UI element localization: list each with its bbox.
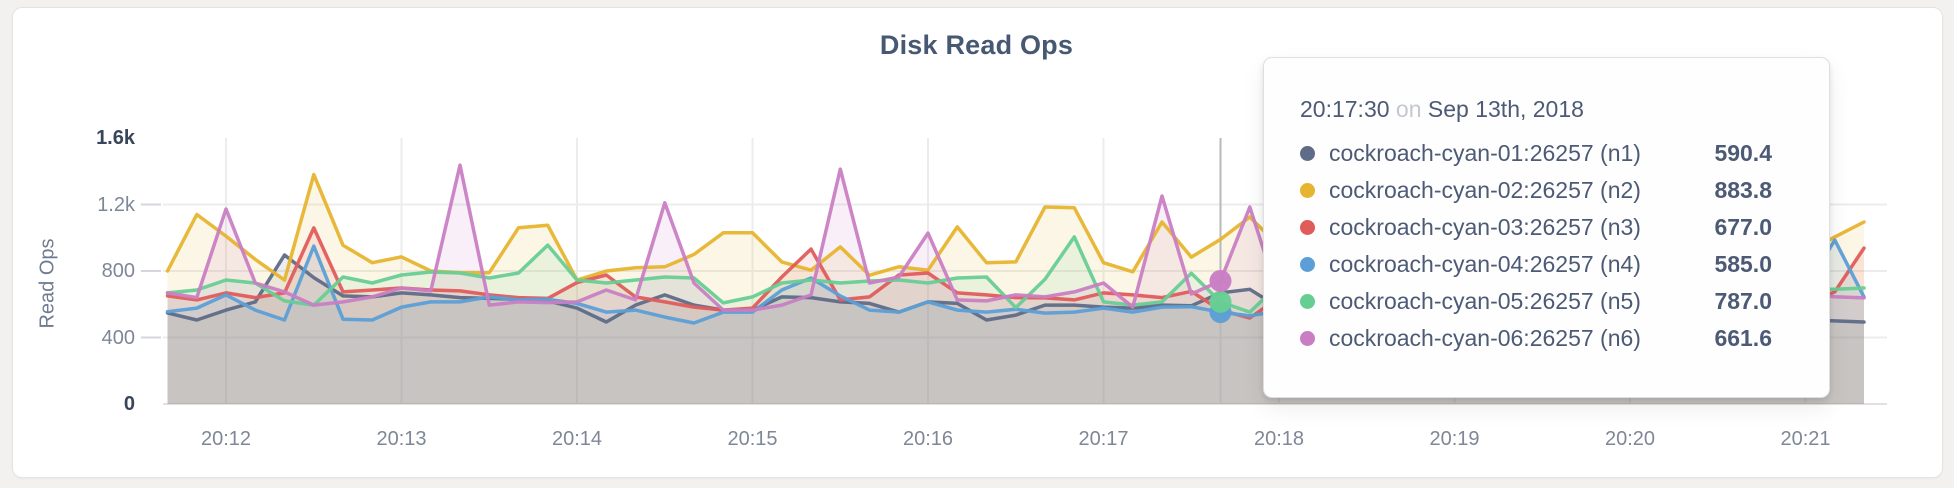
hover-dot-n6: [1209, 269, 1232, 292]
tooltip-row: cockroach-cyan-06:26257 (n6) 661.6: [1300, 320, 1772, 357]
series-dot-icon: [1300, 220, 1315, 235]
series-name: cockroach-cyan-05:26257 (n5): [1329, 288, 1641, 314]
y-tick-label: 1.6k: [96, 127, 135, 149]
y-tick-label: 800: [101, 260, 135, 282]
series-value: 883.8: [1714, 177, 1772, 203]
tooltip-time: 20:17:30: [1300, 96, 1390, 122]
y-tick-label: 0: [123, 393, 135, 415]
x-tick-label: 20:16: [902, 428, 954, 450]
tooltip-row: cockroach-cyan-03:26257 (n3) 677.0: [1300, 209, 1772, 246]
x-tick-label: 20:13: [376, 428, 427, 450]
y-tick-label: 400: [101, 326, 135, 349]
x-tick-label: 20:15: [727, 428, 778, 450]
series-value: 677.0: [1714, 214, 1772, 240]
series-value: 590.4: [1714, 140, 1772, 166]
tooltip-header: 20:17:30 on Sep 13th, 2018: [1300, 94, 1772, 124]
x-tick-label: 20:20: [1604, 428, 1656, 450]
series-dot-icon: [1300, 294, 1315, 309]
x-tick-label: 20:21: [1780, 428, 1831, 450]
hover-dot-n5: [1209, 290, 1232, 313]
series-name: cockroach-cyan-02:26257 (n2): [1329, 177, 1641, 203]
x-tick-label: 20:12: [200, 428, 252, 450]
tooltip-row: cockroach-cyan-04:26257 (n4) 585.0: [1300, 246, 1772, 283]
tooltip-rows: cockroach-cyan-01:26257 (n1) 590.4 cockroa…: [1300, 135, 1772, 357]
series-name: cockroach-cyan-04:26257 (n4): [1329, 251, 1641, 277]
chart-title: Disk Read Ops: [879, 30, 1074, 60]
series-value: 585.0: [1714, 251, 1772, 277]
x-tick-label: 20:14: [551, 428, 603, 450]
series-value: 661.6: [1714, 325, 1772, 351]
x-tick-label: 20:19: [1429, 428, 1480, 450]
series-dot-icon: [1300, 257, 1315, 272]
tooltip-row: cockroach-cyan-05:26257 (n5) 787.0: [1300, 283, 1772, 320]
series-dot-icon: [1300, 183, 1315, 198]
series-dot-icon: [1300, 331, 1315, 346]
x-tick-label: 20:18: [1253, 428, 1305, 450]
series-dot-icon: [1300, 146, 1315, 161]
series-value: 787.0: [1714, 288, 1772, 314]
tooltip-on: on: [1395, 96, 1422, 122]
y-tick-label: 1.2k: [97, 193, 135, 216]
x-tick-label: 20:17: [1078, 428, 1129, 450]
tooltip-row: cockroach-cyan-01:26257 (n1) 590.4: [1300, 135, 1772, 172]
series-name: cockroach-cyan-06:26257 (n6): [1329, 325, 1641, 351]
tooltip-row: cockroach-cyan-02:26257 (n2) 883.8: [1300, 172, 1772, 209]
chart-tooltip: 20:17:30 on Sep 13th, 2018 cockroach-cya…: [1263, 57, 1830, 398]
tooltip-date: Sep 13th, 2018: [1427, 96, 1584, 122]
series-name: cockroach-cyan-03:26257 (n3): [1329, 214, 1641, 240]
series-name: cockroach-cyan-01:26257 (n1): [1329, 140, 1641, 166]
